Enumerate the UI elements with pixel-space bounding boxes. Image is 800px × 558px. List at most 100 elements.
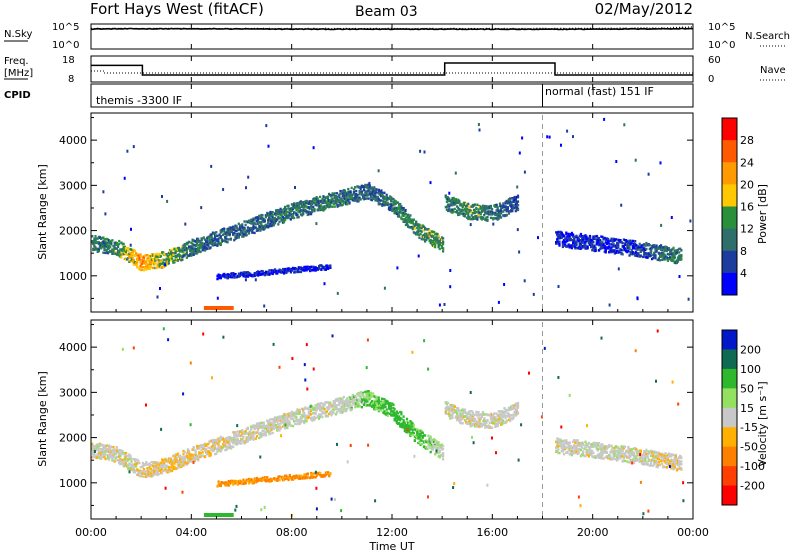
velocity-cell: [366, 404, 368, 406]
velocity-cell: [385, 406, 387, 408]
velocity-cell: [115, 459, 117, 461]
power-cell: [456, 210, 458, 212]
power-cell: [498, 209, 500, 211]
power-cell: [347, 188, 349, 190]
power-cell: [163, 259, 165, 261]
power-cell: [201, 239, 203, 241]
power-cell: [401, 218, 403, 220]
velocity-cell: [118, 452, 120, 454]
velocity-cell: [299, 409, 301, 411]
power-noise-cell: [558, 285, 560, 288]
power-cell: [268, 269, 270, 271]
power-cell: [414, 224, 416, 226]
velocity-cell: [131, 458, 133, 460]
power-cell: [677, 260, 679, 262]
power-cell: [152, 258, 154, 260]
power-cell: [399, 209, 401, 211]
power-cell: [467, 203, 469, 205]
velocity-cell: [250, 425, 252, 427]
power-cell: [347, 199, 349, 201]
power-cell: [281, 209, 283, 211]
velocity-cell: [301, 420, 303, 422]
power-panel-frame: [91, 113, 693, 312]
power-cell: [246, 234, 248, 236]
power-cell: [418, 227, 420, 229]
power-noise-cell: [618, 267, 620, 270]
cpid-panel: CPID themis -3300 IF normal (fast) 151 I…: [4, 84, 693, 107]
velocity-cell: [176, 457, 178, 459]
velocity-cell: [105, 453, 107, 455]
power-cell: [298, 216, 300, 218]
power-cell: [346, 203, 348, 205]
velocity-cell: [186, 452, 188, 454]
velocity-cell: [438, 441, 440, 443]
power-cell: [517, 209, 519, 211]
power-noise-cell: [176, 255, 178, 258]
power-cell: [517, 204, 519, 206]
power-cell: [500, 216, 502, 218]
power-cell: [294, 271, 296, 273]
velocity-cell: [294, 423, 296, 425]
velocity-cell: [406, 418, 408, 420]
power-noise-cell: [444, 303, 446, 306]
power-cell: [650, 252, 652, 254]
power-cell: [152, 267, 154, 269]
velocity-cell: [260, 422, 262, 424]
velocity-cell: [290, 425, 292, 427]
power-cell: [193, 254, 195, 256]
power-cell: [645, 248, 647, 250]
power-cell: [503, 209, 505, 211]
velocity-cell: [161, 472, 163, 474]
velocity-cell: [372, 392, 374, 394]
power-cell: [123, 243, 125, 245]
velocity-cell: [361, 406, 363, 408]
power-cell: [127, 247, 129, 249]
power-cell: [439, 248, 441, 250]
power-noise-cell: [511, 204, 513, 207]
power-cell: [102, 244, 104, 246]
velocity-cell: [392, 404, 394, 406]
velocity-cell: [114, 448, 116, 450]
power-noise-cell: [470, 223, 472, 226]
power-cell: [331, 206, 333, 208]
velocity-cell: [257, 429, 259, 431]
velocity-cell: [112, 455, 114, 457]
velocity-cell: [273, 428, 275, 430]
power-cell: [267, 222, 269, 224]
velocity-cell: [171, 463, 173, 465]
velocity-cell: [360, 392, 362, 394]
power-cell: [464, 208, 466, 210]
power-cell: [186, 249, 188, 251]
power-y-axis-label: Slant Range [km]: [36, 164, 49, 260]
velocity-cell: [265, 431, 267, 433]
velocity-cell: [296, 423, 298, 425]
sky-left-tick-top: 10^5: [52, 22, 79, 33]
nave-tick-top: 60: [708, 55, 721, 66]
power-cell: [275, 270, 277, 272]
power-cell: [268, 225, 270, 227]
power-cell: [141, 269, 143, 271]
velocity-cell: [214, 445, 216, 447]
power-cell: [160, 263, 162, 265]
velocity-cell: [439, 450, 441, 452]
power-cell: [678, 251, 680, 253]
power-noise-cell: [324, 282, 326, 285]
velocity-cell: [137, 460, 139, 462]
velocity-cell: [158, 473, 160, 475]
velocity-cell: [429, 447, 431, 449]
power-cell: [319, 196, 321, 198]
power-cell: [146, 254, 148, 256]
power-cell: [476, 218, 478, 220]
power-noise-cell: [492, 223, 494, 226]
power-noise-cell: [166, 200, 168, 203]
velocity-cell: [327, 401, 329, 403]
power-cell: [293, 217, 295, 219]
velocity-cell: [269, 432, 271, 434]
velocity-cell: [378, 399, 380, 401]
power-cell: [475, 207, 477, 209]
velocity-cell: [429, 444, 431, 446]
power-cell: [326, 264, 328, 266]
power-cell: [680, 258, 682, 260]
freq-tick-top: 18: [62, 55, 75, 66]
velocity-cell: [179, 455, 181, 457]
